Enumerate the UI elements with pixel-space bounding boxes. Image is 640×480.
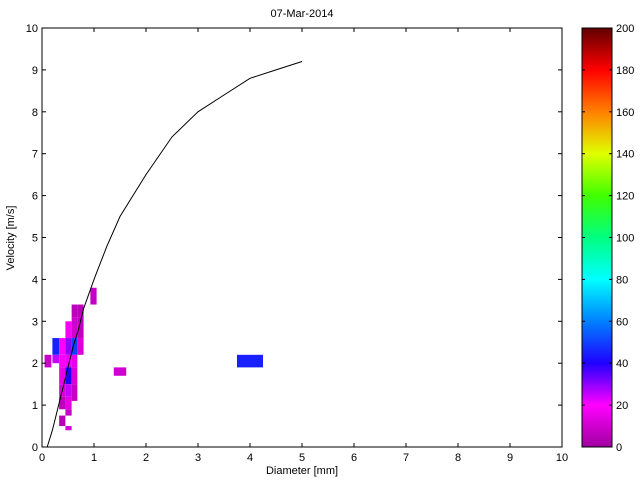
heatmap-cell (59, 415, 66, 427)
y-tick-label: 10 (26, 23, 38, 35)
x-tick-label: 2 (143, 452, 149, 464)
heatmap-cell (65, 396, 72, 410)
x-tick-label: 10 (556, 452, 568, 464)
heatmap-cell (77, 304, 84, 318)
heatmap-cell (65, 384, 72, 397)
heatmap-cell (65, 338, 72, 355)
colorbar-tick-label: 40 (616, 358, 628, 370)
colorbar-tick-label: 80 (616, 274, 628, 286)
y-tick-label: 9 (32, 65, 38, 77)
chart-title: 07-Mar-2014 (271, 8, 334, 20)
heatmap-cell (65, 354, 72, 368)
colorbar-scale (581, 27, 613, 448)
y-tick-label: 8 (32, 107, 38, 119)
y-tick-label: 2 (32, 358, 38, 370)
y-axis-ticks: 0 1 2 3 4 5 6 7 8 9 10 (26, 23, 562, 454)
colorbar-tick-label: 200 (616, 23, 634, 35)
heatmap-cell (77, 317, 84, 339)
x-tick-label: 6 (351, 452, 357, 464)
heatmap-cell (71, 317, 78, 339)
y-tick-label: 6 (32, 191, 38, 203)
colorbar-tick-label: 100 (616, 233, 634, 245)
x-tick-label: 8 (455, 452, 461, 464)
heatmap-cell (59, 338, 66, 355)
colorbar-ticks: 0 20 40 60 80 100 120 140 160 180 200 (582, 23, 634, 454)
x-tick-label: 4 (247, 452, 253, 464)
y-tick-label: 5 (32, 233, 38, 245)
y-axis-label: Velocity [m/s] (5, 206, 17, 271)
colorbar: 0 20 40 60 80 100 120 140 160 180 200 (581, 23, 634, 454)
x-tick-label: 3 (195, 452, 201, 464)
y-tick-label: 4 (32, 274, 38, 286)
heatmap-cell (71, 354, 78, 368)
colorbar-tick-label: 60 (616, 316, 628, 328)
colorbar-tick-label: 120 (616, 191, 634, 203)
heatmap-cell (71, 304, 78, 318)
y-tick-label: 7 (32, 149, 38, 161)
y-tick-label: 3 (32, 316, 38, 328)
plot-area: 0 1 2 3 4 5 6 7 8 9 10 0 1 2 3 4 5 6 7 8 9 10 (26, 23, 568, 464)
heatmap-cell (237, 354, 263, 368)
colorbar-tick-label: 20 (616, 400, 628, 412)
heatmap-cell (65, 321, 72, 339)
heatmap-cell (65, 409, 72, 416)
heatmap-cell (113, 367, 127, 376)
heatmap-cell (90, 287, 97, 305)
x-tick-label: 7 (403, 452, 409, 464)
heatmap-cell (71, 367, 78, 385)
x-axis-ticks: 0 1 2 3 4 5 6 7 8 9 10 (39, 28, 568, 464)
colorbar-tick-label: 140 (616, 149, 634, 161)
x-axis-label: Diameter [mm] (266, 465, 338, 477)
colorbar-tick-label: 180 (616, 65, 634, 77)
heatmap-cell (52, 354, 60, 364)
colorbar-tick-label: 0 (616, 442, 622, 454)
x-tick-label: 0 (39, 452, 45, 464)
heatmap-cell (59, 354, 66, 368)
heatmap-cell (71, 384, 78, 401)
heatmap-cell (59, 367, 66, 385)
x-tick-label: 5 (299, 452, 305, 464)
fall-velocity-curve (46, 61, 303, 448)
y-tick-label: 0 (32, 442, 38, 454)
heatmap-cell (59, 396, 66, 410)
heatmap-cell (65, 426, 72, 431)
heatmap-cell (77, 338, 84, 355)
heatmap-cell (44, 354, 52, 368)
heatmap-cell (71, 338, 78, 355)
x-tick-label: 1 (91, 452, 97, 464)
plot-background (42, 28, 562, 447)
x-tick-label: 9 (507, 452, 513, 464)
heatmap-cell (65, 367, 72, 385)
colorbar-tick-label: 160 (616, 107, 634, 119)
y-tick-label: 1 (32, 400, 38, 412)
heatmap-cell (52, 338, 60, 355)
